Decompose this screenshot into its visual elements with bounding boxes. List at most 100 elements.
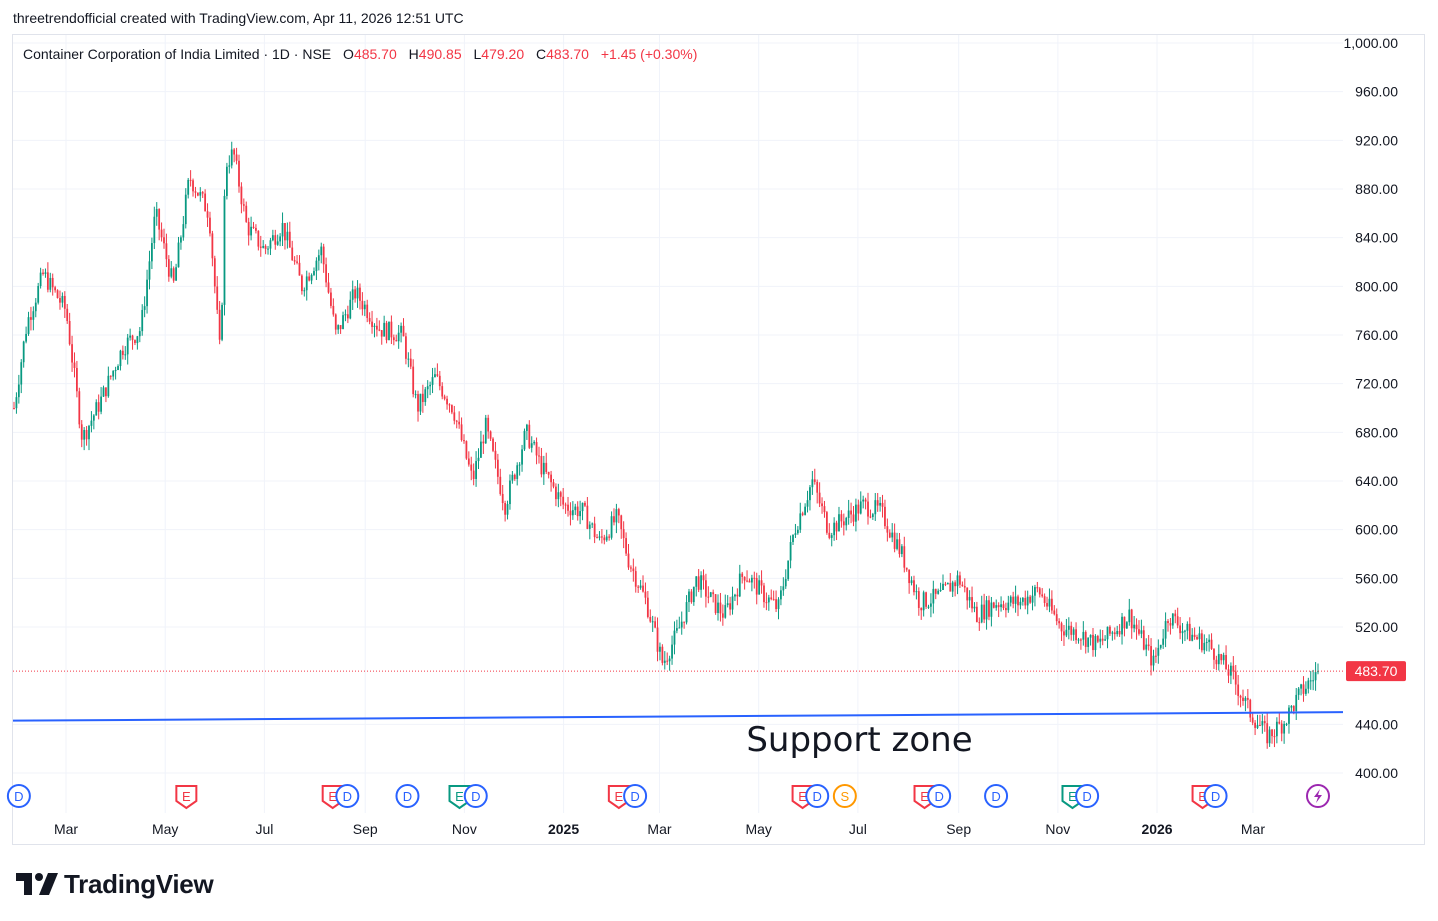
tradingview-logo-icon (16, 873, 58, 895)
candle-body (787, 560, 790, 580)
candle-body (158, 209, 161, 230)
candle-body (506, 504, 509, 515)
candle-body (504, 503, 507, 515)
candle-body (1203, 642, 1206, 651)
candle-body (1109, 626, 1111, 634)
dividend-event-icon (1203, 784, 1228, 808)
candle-body (1234, 671, 1237, 685)
candle-body (378, 329, 381, 331)
candle-body (1094, 636, 1097, 651)
legend-low-label: L (473, 46, 482, 62)
candle-body (741, 573, 744, 577)
candle-body (20, 362, 23, 385)
candle-body (1063, 631, 1065, 636)
legend: Container Corporation of India Limited ·… (23, 46, 697, 62)
annotation-support-zone: Support zone (746, 720, 972, 760)
candle-body (315, 260, 318, 272)
candle-body (240, 186, 243, 205)
time-axis-label: Sep (353, 821, 378, 837)
price-axis-label: 880.00 (1355, 181, 1398, 197)
candle-body (501, 493, 504, 504)
candle-body (1186, 623, 1189, 631)
candle-body (293, 260, 296, 262)
candle-body (1179, 625, 1182, 634)
legend-change: +1.45 (+0.30%) (600, 46, 698, 62)
candle-body (1275, 721, 1278, 737)
candle-body (1041, 594, 1044, 597)
candle-body (421, 393, 424, 403)
candle-body (1080, 639, 1082, 641)
candle-body (927, 606, 930, 608)
candle-body (903, 546, 906, 568)
candle-body (847, 510, 850, 518)
candle-body (690, 591, 693, 603)
candle-body (255, 227, 257, 231)
candle-body (1239, 695, 1242, 698)
candle-body (153, 216, 156, 244)
candle-body (1249, 699, 1252, 718)
candle-body (1048, 598, 1051, 607)
candle-body (1198, 633, 1201, 640)
candle-body (588, 524, 591, 529)
candle-body (184, 194, 187, 225)
candle-body (390, 321, 393, 338)
candle-body (1271, 729, 1273, 737)
candle-body (354, 289, 357, 299)
dividend-event-letter: D (403, 789, 412, 804)
candle-body (467, 458, 470, 465)
candle-body (799, 513, 802, 530)
chart-frame (12, 34, 1425, 845)
candle-body (816, 481, 819, 493)
candle-body (900, 546, 903, 555)
candle-body (385, 322, 388, 341)
candle-body (424, 389, 427, 403)
candle-body (1312, 680, 1315, 682)
candle-body (598, 536, 601, 538)
candle-body (881, 502, 884, 507)
candle-body (642, 585, 644, 592)
candle-body (1017, 596, 1019, 606)
candle-body (1125, 622, 1128, 629)
candle-body (274, 235, 277, 245)
chart-credit: threetrendofficial created with TradingV… (13, 10, 464, 26)
candle-body (780, 590, 782, 600)
candle-body (199, 192, 202, 196)
candle-body (470, 464, 473, 471)
candle-body (1283, 723, 1286, 734)
candle-body (482, 441, 485, 444)
candle-body (930, 603, 932, 607)
candle-body (540, 455, 543, 475)
candle-body (755, 578, 758, 595)
time-axis-label: Nov (1045, 821, 1070, 837)
candle-body (828, 532, 831, 538)
candle-body (1096, 636, 1099, 642)
candle-body (516, 465, 519, 479)
candle-body (1005, 608, 1007, 611)
candle-body (1070, 625, 1073, 635)
candle-body (330, 292, 332, 306)
candle-body (349, 299, 352, 319)
candle-body (1174, 613, 1177, 617)
candle-body (286, 231, 289, 241)
candle-body (1038, 588, 1041, 595)
candle-body (1227, 669, 1230, 676)
candle-body (1171, 613, 1174, 626)
candle-body (1150, 646, 1152, 666)
candle-body (627, 553, 630, 568)
candle-body (1138, 629, 1140, 634)
candle-body (61, 295, 64, 303)
candle-body (925, 592, 927, 607)
candle-body (400, 325, 402, 333)
candle-body (593, 523, 596, 538)
tradingview-logo[interactable]: TradingView (16, 868, 214, 900)
earnings-event-letter: E (615, 789, 624, 804)
candle-body (555, 486, 557, 500)
candle-body (405, 336, 407, 359)
candle-body (663, 660, 666, 663)
candle-body (141, 309, 144, 332)
candle-body (734, 594, 736, 597)
candle-body (954, 582, 957, 587)
candle-body (1292, 706, 1295, 711)
candle-body (990, 602, 993, 617)
